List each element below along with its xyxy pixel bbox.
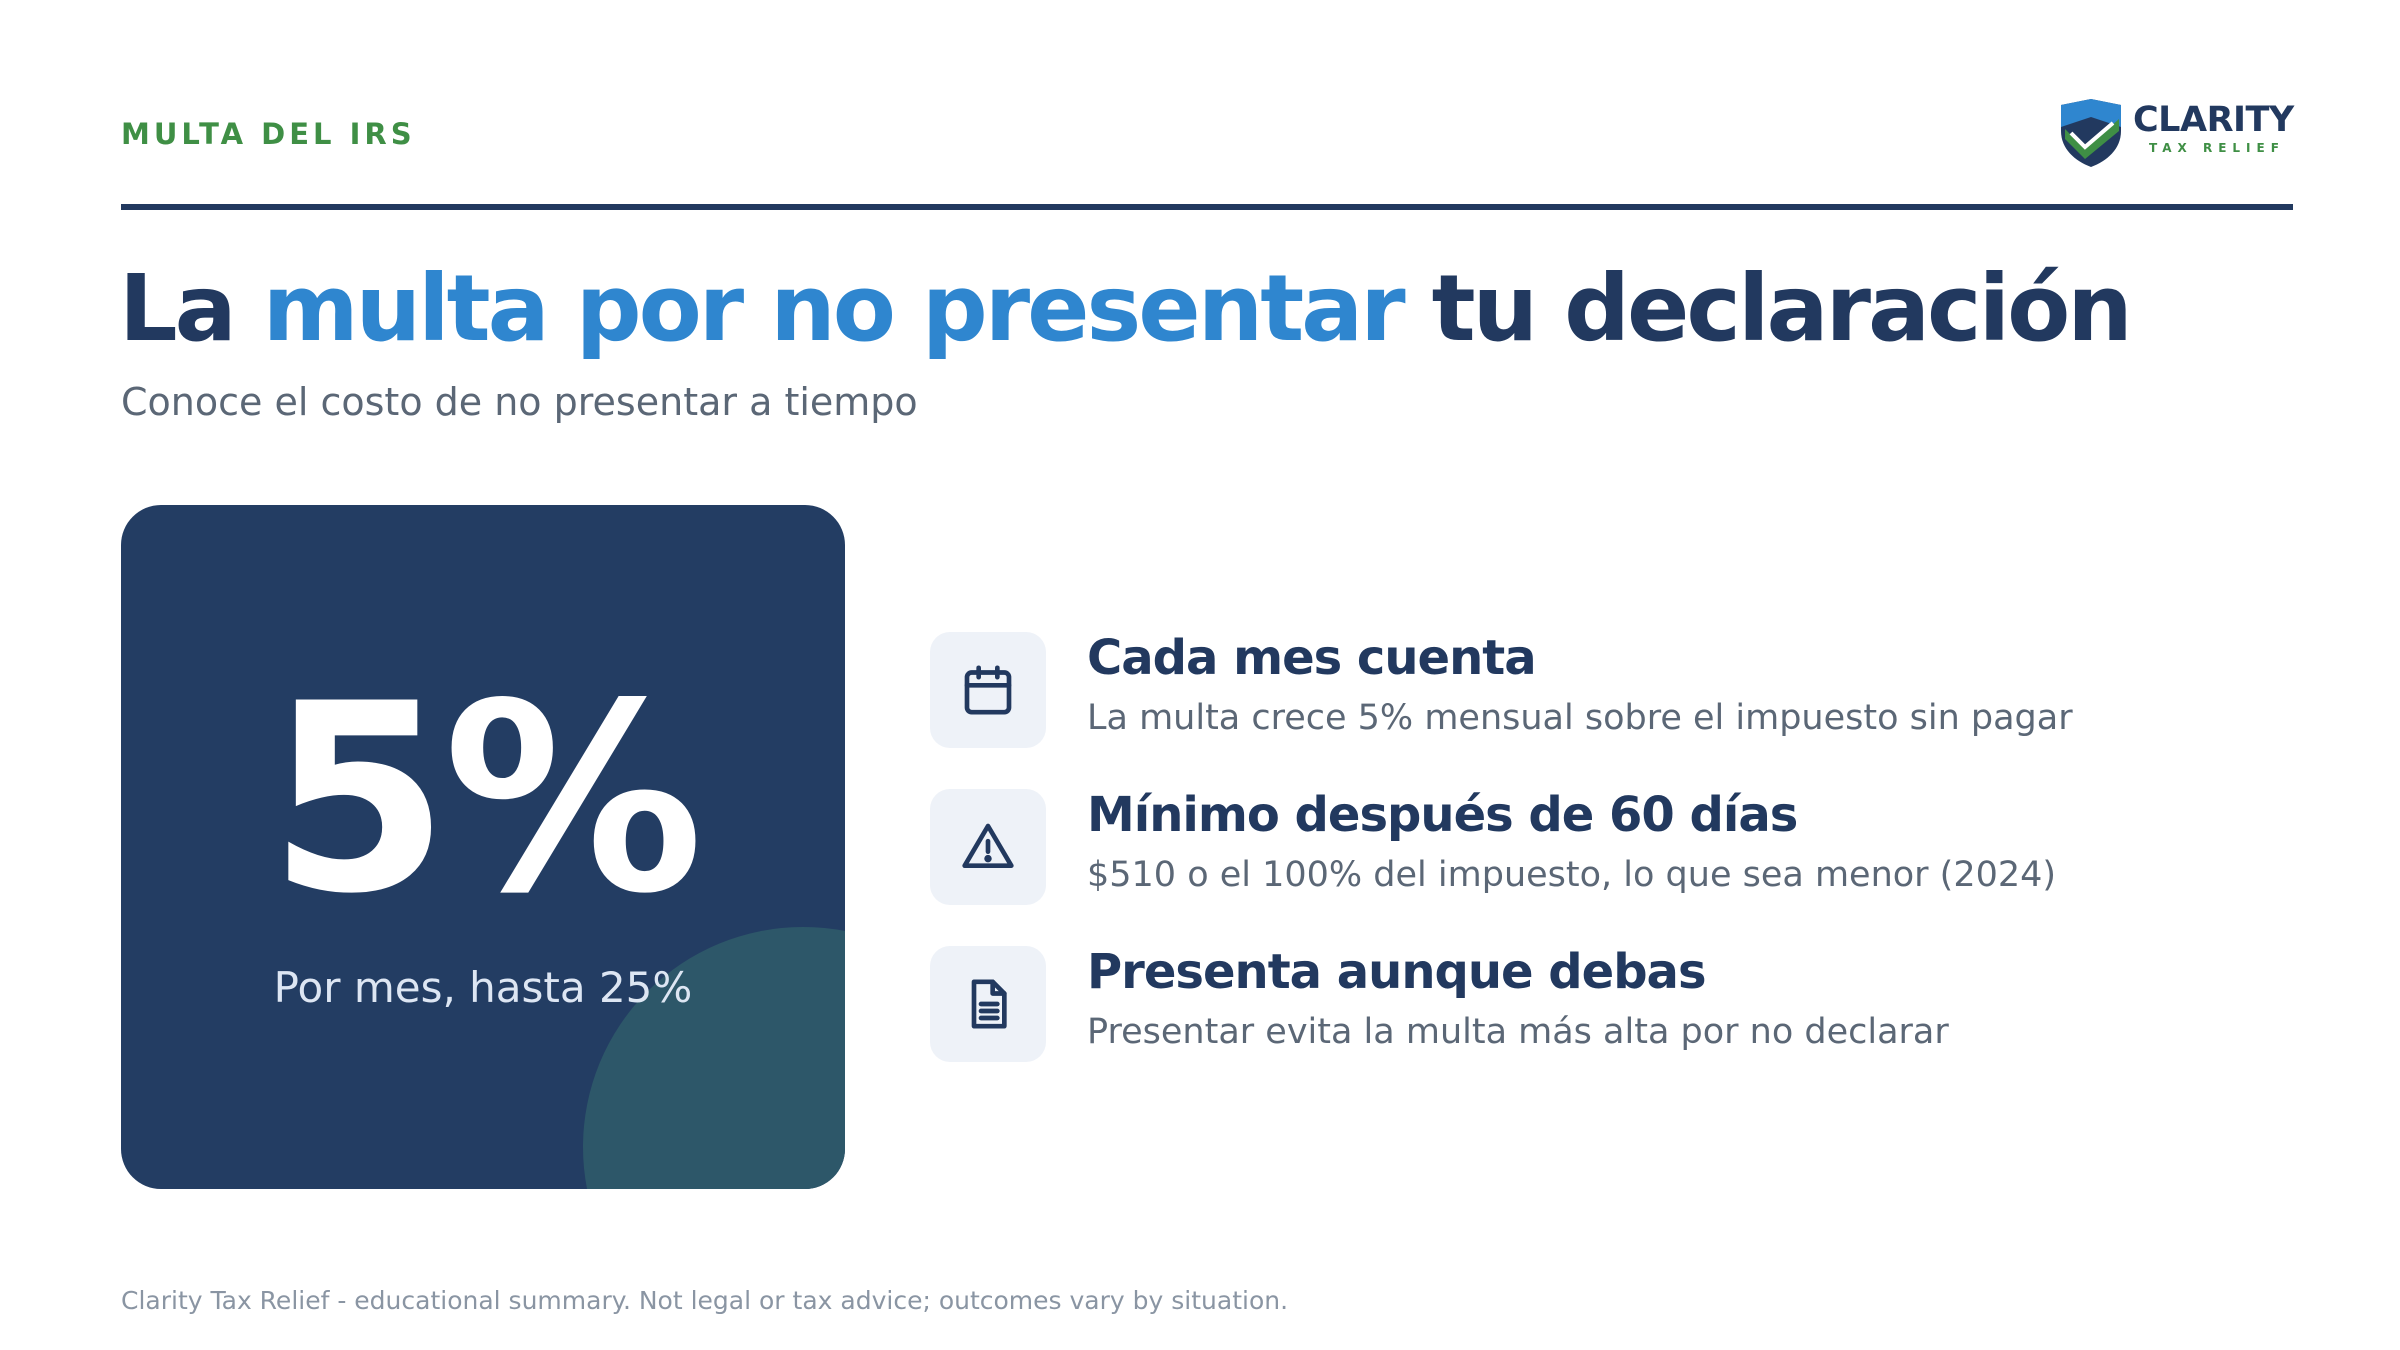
brand-logo: CLARITY TAX RELIEF <box>2055 95 2295 171</box>
calendar-icon <box>964 665 1012 715</box>
document-icon <box>971 979 1007 1029</box>
feature-title: Presenta aunque debas <box>1087 944 1707 1000</box>
page-title: La multa por no presentar tu declaración <box>119 255 2133 362</box>
feature-item-minimum: Mínimo después de 60 días $510 o el 100%… <box>930 787 2230 907</box>
title-accent: multa por no presentar <box>262 255 1406 362</box>
feature-item-file-anyway: Presenta aunque debas Presentar evita la… <box>930 944 2230 1064</box>
feature-description: Presentar evita la multa más alta por no… <box>1087 1012 1949 1052</box>
feature-title: Mínimo después de 60 días <box>1087 787 1798 843</box>
stat-card: 5% Por mes, hasta 25% <box>121 505 845 1189</box>
stat-value: 5% <box>268 649 703 951</box>
feature-icon-box <box>930 789 1046 905</box>
header-divider <box>121 204 2293 210</box>
feature-description: $510 o el 100% del impuesto, lo que sea … <box>1087 855 2057 895</box>
feature-title: Cada mes cuenta <box>1087 630 1537 686</box>
feature-description: La multa crece 5% mensual sobre el impue… <box>1087 698 2073 738</box>
feature-item-monthly: Cada mes cuenta La multa crece 5% mensua… <box>930 630 2230 750</box>
feature-icon-box <box>930 946 1046 1062</box>
eyebrow-label: MULTA DEL IRS <box>121 117 416 151</box>
shield-logo-icon <box>2061 99 2121 167</box>
logo-name: CLARITY <box>2133 100 2294 140</box>
disclaimer-footer: Clarity Tax Relief - educational summary… <box>121 1286 1289 1315</box>
feature-icon-box <box>930 632 1046 748</box>
page-subtitle: Conoce el costo de no presentar a tiempo <box>121 380 918 424</box>
logo-subtitle: TAX RELIEF <box>2149 141 2285 155</box>
warning-icon <box>962 823 1014 868</box>
title-part-1: La <box>119 255 237 362</box>
stat-caption: Por mes, hasta 25% <box>273 963 693 1012</box>
title-part-2: tu declaración <box>1431 255 2133 362</box>
